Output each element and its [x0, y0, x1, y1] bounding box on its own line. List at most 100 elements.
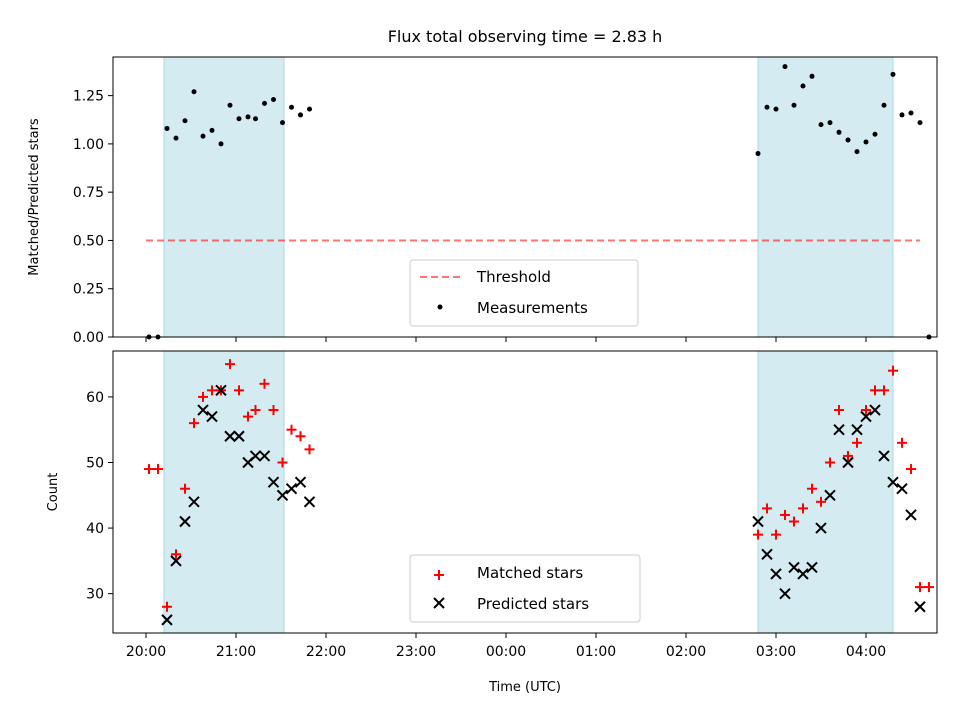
measurement-point — [245, 114, 251, 120]
predicted-star-point — [179, 515, 191, 528]
predicted-star-point — [878, 450, 890, 462]
x-tick-label: 21:00 — [216, 644, 256, 660]
predicted-star-point — [905, 509, 917, 521]
matched-star-point — [304, 444, 315, 455]
predicted-star-point — [914, 601, 926, 613]
predicted-star-point — [215, 384, 227, 397]
predicted-star-point — [161, 614, 173, 626]
measurement-point — [173, 135, 179, 141]
predicted-star-point — [824, 489, 836, 501]
predicted-star-point — [887, 476, 899, 488]
predicted-star-point — [285, 483, 298, 495]
observing-window — [163, 56, 285, 338]
matched-star-point — [834, 405, 844, 416]
matched-star-point — [861, 405, 871, 416]
measurement-point — [164, 125, 170, 131]
matched-star-point — [277, 457, 288, 468]
measurement-point — [209, 127, 215, 133]
measurement-point — [845, 137, 851, 143]
measurement-point — [917, 120, 923, 126]
measurement-point — [872, 131, 878, 137]
count-y-tick-label: 60 — [86, 390, 104, 406]
matched-star-point — [198, 391, 208, 402]
predicted-star-point — [788, 561, 800, 574]
predicted-star-point — [276, 489, 289, 501]
matched-star-point — [144, 464, 154, 475]
measurement-point — [755, 151, 761, 157]
matched-star-point — [243, 411, 253, 422]
x-tick-label: 23:00 — [396, 644, 436, 660]
measurement-point — [818, 122, 824, 128]
count-y-tick-label: 50 — [86, 455, 104, 471]
ratio-legend: Threshold Measurements — [409, 259, 639, 327]
measurement-point — [182, 118, 188, 124]
predicted-star-point — [833, 423, 845, 436]
measurement-point — [890, 71, 896, 77]
matched-star-point — [843, 450, 853, 461]
predicted-star-point — [869, 404, 881, 416]
count-legend: Matched stars Predicted stars — [409, 554, 641, 623]
predicted-star-point — [249, 450, 262, 462]
ratio-y-tick-label: 1.25 — [73, 89, 104, 105]
predicted-star-point — [797, 568, 809, 580]
matched-star-point — [162, 601, 172, 612]
legend-measurements-swatch — [437, 304, 443, 310]
measurement-point — [764, 104, 770, 110]
ratio-legend-box — [409, 259, 639, 327]
measurement-point — [881, 102, 887, 108]
predicted-star-point — [170, 555, 182, 567]
x-tick-label: 22:00 — [306, 644, 346, 660]
measurement-point — [809, 73, 815, 79]
matched-star-point — [153, 464, 163, 475]
matched-star-point — [295, 431, 306, 442]
predicted-star-point — [851, 423, 863, 436]
chart-title: Flux total observing time = 2.83 h — [388, 27, 663, 46]
matched-star-point — [225, 359, 235, 370]
x-tick-label: 00:00 — [486, 644, 526, 660]
predicted-star-point — [188, 496, 200, 508]
predicted-star-point — [806, 561, 818, 574]
ratio-y-tick-label: 0.75 — [73, 185, 104, 201]
count-legend-box — [409, 554, 641, 623]
legend-predicted-label: Predicted stars — [477, 595, 589, 613]
matched-star-point — [888, 365, 898, 376]
ratio-panel: 0.00 0.25 0.50 0.75 1.00 1.25 Matched/Predict… — [27, 56, 938, 346]
count-panel: 30 40 50 60 20:00 21:00 22:00 23:00 00:00 01:00 0… — [46, 350, 938, 695]
predicted-star-point — [761, 548, 773, 561]
count-y-tick-label: 30 — [86, 587, 104, 603]
predicted-star-point — [752, 515, 764, 528]
predicted-star-point — [860, 410, 872, 423]
count-panel-frame — [112, 350, 938, 634]
measurement-point — [253, 116, 258, 122]
x-tick-label: 03:00 — [756, 644, 796, 660]
matched-star-point — [852, 437, 862, 448]
matched-star-point — [906, 464, 916, 475]
matched-star-point — [897, 437, 907, 448]
predicted-star-point — [233, 430, 245, 442]
measurement-point — [271, 96, 276, 102]
matched-star-point — [250, 405, 261, 416]
predicted-star-point — [896, 483, 908, 495]
legend-threshold-label: Threshold — [476, 268, 551, 286]
matched-star-point — [924, 582, 934, 593]
predicted-star-point — [779, 587, 791, 600]
matched-star-point — [915, 582, 925, 593]
observing-window — [757, 56, 894, 338]
predicted-star-point — [206, 410, 218, 423]
x-axis-label: Time (UTC) — [488, 680, 561, 695]
matched-star-point — [798, 503, 808, 514]
predicted-star-point — [258, 450, 271, 462]
legend-matched-label: Matched stars — [477, 564, 583, 582]
ratio-y-tick-label: 1.00 — [73, 137, 104, 153]
measurement-point — [307, 106, 312, 112]
predicted-star-point — [842, 456, 854, 469]
matched-star-point — [207, 385, 217, 396]
count-y-tick-label: 40 — [86, 521, 104, 537]
measurement-point — [200, 133, 206, 139]
matched-star-point — [180, 483, 190, 494]
x-tick-label: 20:00 — [126, 644, 166, 660]
matched-star-point — [753, 529, 763, 540]
measurement-point — [908, 110, 914, 116]
measurement-point — [854, 149, 860, 155]
